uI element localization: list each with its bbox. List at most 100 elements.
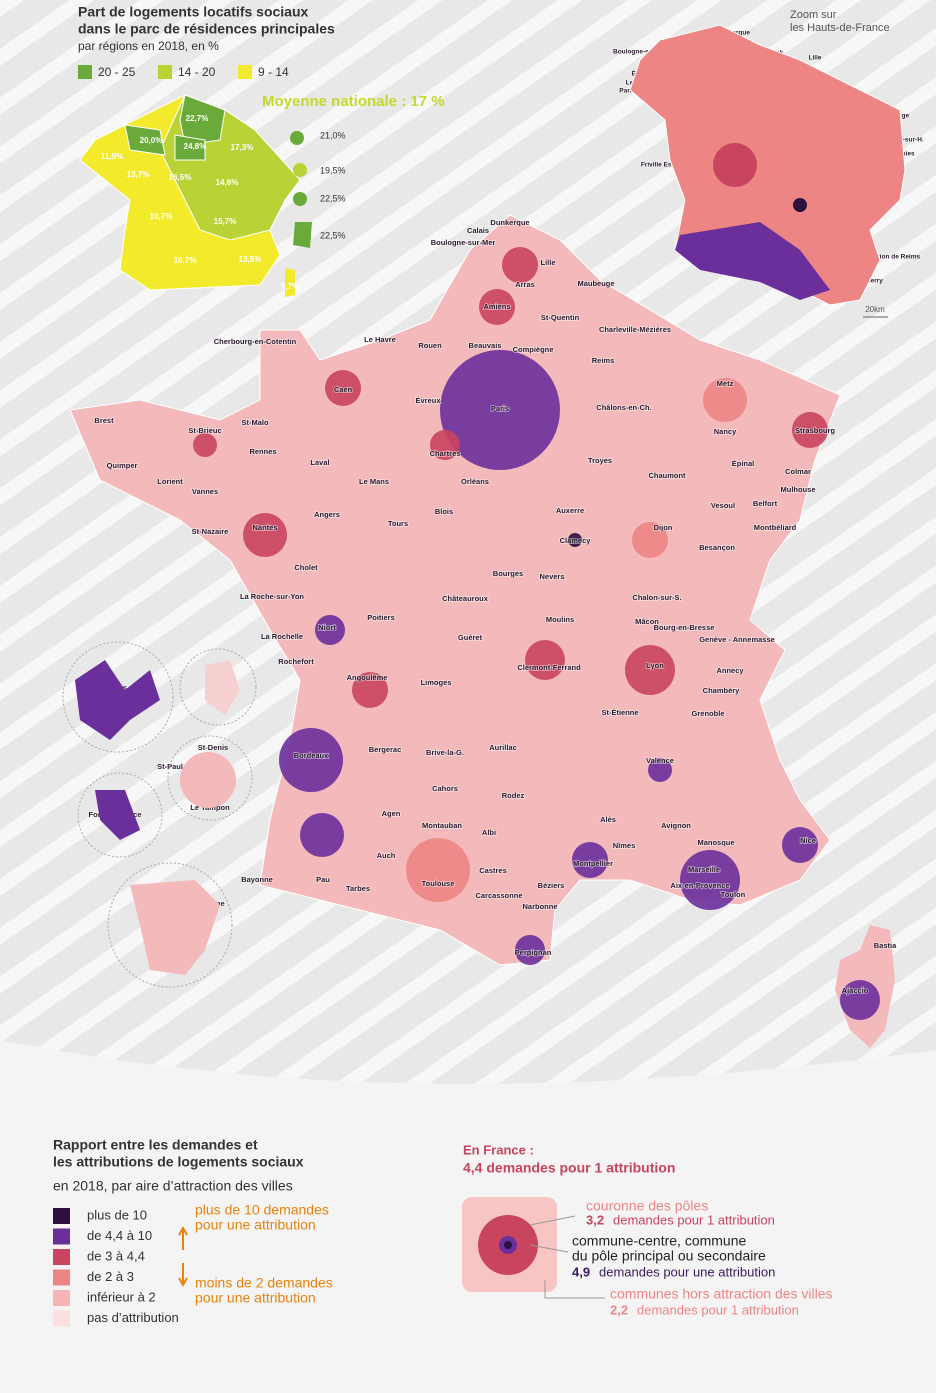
city-label: St-Brieuc: [188, 426, 221, 435]
city-label: Compiègne: [513, 345, 554, 354]
scale-label: 20km: [865, 305, 885, 314]
martinique-south: [95, 790, 140, 840]
city-label: Toulouse: [422, 879, 455, 888]
area: [782, 827, 818, 863]
area: [525, 640, 565, 680]
france-mainland: [69, 214, 841, 966]
legend-label: 9 - 14: [258, 65, 289, 79]
crown-unit: demandes pour 1 attribution: [613, 1212, 775, 1227]
city-label: Châlons-en-Ch.: [596, 403, 651, 412]
city-label: Amiens: [483, 302, 510, 311]
city-label: Besançon: [699, 543, 735, 552]
inset-title: dans le parc de résidences principales: [78, 21, 335, 37]
city-label: Nîmes: [613, 841, 636, 850]
city-label: Quimper: [107, 461, 138, 470]
centre-unit: demandes pour une attribution: [599, 1264, 775, 1279]
city-label: Strasbourg: [795, 426, 835, 435]
legend-swatch: [53, 1208, 70, 1224]
city-label: St-Nazaire: [192, 527, 229, 536]
martinique-north-circle: [179, 648, 257, 726]
city-label: St-Étienne: [601, 708, 638, 717]
city-label: La Rochelle: [261, 632, 303, 641]
city-label: Grenoble: [692, 709, 725, 718]
city-label: Angers: [314, 510, 340, 519]
area: [479, 289, 515, 325]
city-label: Moulins: [546, 615, 574, 624]
region-normandie: [124, 124, 166, 156]
legend-swatch: [53, 1228, 70, 1245]
city-label: Montauban: [422, 821, 462, 830]
city-label: Chambéry: [703, 686, 741, 695]
corsica-inset: [285, 268, 295, 297]
city-label: Lyon: [646, 661, 664, 670]
area: [243, 513, 287, 557]
city-label: Brest: [94, 416, 114, 425]
city-label: Nantes: [252, 523, 277, 532]
area: [568, 533, 582, 547]
area: [352, 672, 388, 708]
city-label: Arras: [515, 280, 535, 289]
city-label: Cholet: [294, 563, 318, 572]
legend-title: Rapport entre les demandes et: [53, 1137, 258, 1153]
legend-label: de 4,4 à 10: [87, 1228, 152, 1243]
city-label: Cahors: [432, 784, 458, 793]
legend-swatch: [158, 65, 172, 79]
region-inset: [79, 94, 312, 297]
centre-value: 4,9: [572, 1264, 590, 1279]
area: [680, 850, 740, 910]
guyane: [130, 880, 220, 975]
area: [502, 247, 538, 283]
city-label: Tours: [388, 519, 408, 528]
legend-label: 20 - 25: [98, 65, 136, 79]
area: [440, 350, 560, 470]
zoom-city-label: Aire d'attraction de Reims: [840, 254, 921, 261]
city-label: Bergerac: [369, 745, 402, 754]
city-label: Maubeuge: [577, 279, 614, 288]
overseas-2: [293, 163, 307, 177]
city-label: Nice: [800, 836, 816, 845]
city-label: Beauvais: [469, 341, 502, 350]
city-label: Aurillac: [489, 743, 517, 752]
inset-title: Part de logements locatifs sociaux: [78, 4, 309, 20]
region-value: 10,7%: [174, 256, 197, 265]
city-label: Le Mans: [359, 477, 389, 486]
region-value: 20,0%: [140, 136, 163, 145]
city-label: Bourges: [493, 569, 523, 578]
guadeloupe-circle: [62, 641, 174, 753]
city-label: Orléans: [461, 477, 489, 486]
city-label: Metz: [717, 379, 734, 388]
city-label: Mâcon: [635, 617, 659, 626]
city-label: Caen: [334, 385, 353, 394]
region-value: 22,7%: [186, 114, 209, 123]
city-label: Nancy: [714, 427, 737, 436]
area: [193, 433, 217, 457]
region-value: 14,6%: [216, 178, 239, 187]
city-label: Rochefort: [278, 657, 314, 666]
corsica-value: 9,7%: [281, 282, 299, 291]
area: [572, 842, 608, 878]
overseas-1: [290, 131, 304, 145]
area: [515, 935, 545, 965]
city-label: Limoges: [421, 678, 452, 687]
city-label: Troyes: [588, 456, 612, 465]
overseas-value: 21,0%: [320, 130, 346, 140]
area: [792, 412, 828, 448]
legend-swatch: [53, 1290, 70, 1306]
city-label: Niort: [318, 623, 336, 632]
region-value: 13,5%: [239, 255, 262, 264]
city-label: St-Quentin: [541, 313, 580, 322]
city-label: Colmar: [785, 467, 811, 476]
zoom-inset: [629, 24, 906, 318]
city-label: Reims: [592, 356, 615, 365]
area: [625, 645, 675, 695]
city-label: Marseille: [688, 865, 720, 874]
area: [300, 813, 344, 857]
city-label: Mulhouse: [781, 485, 816, 494]
city-label: Clermont-Ferrand: [517, 663, 581, 672]
city-label: Vesoul: [711, 501, 735, 510]
crown-label: couronne des pôles: [586, 1198, 708, 1214]
legend-swatch: [53, 1269, 70, 1286]
